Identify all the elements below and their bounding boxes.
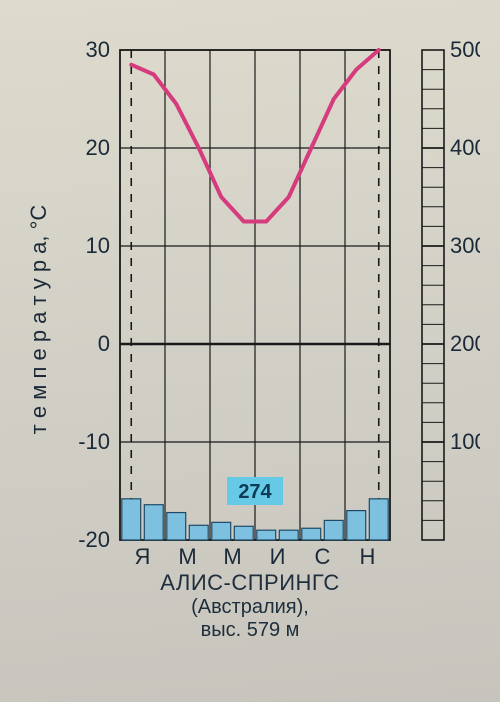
total-precip-label: 274 [238,481,272,503]
chart-caption: АЛИС-СПРИНГС (Австралия), выс. 579 м [0,570,500,642]
svg-text:300: 300 [450,233,480,258]
svg-text:100: 100 [450,429,480,454]
svg-text:200: 200 [450,331,480,356]
caption-elevation: выс. 579 м [0,619,500,642]
svg-text:500: 500 [450,37,480,62]
svg-text:Я: Я [135,544,151,569]
climograph: -20 -10 0 10 20 30 274 Я М М И С Н 100 200 300 400 500 т е… [20,20,480,570]
svg-text:-10: -10 [78,429,110,454]
svg-text:-20: -20 [78,527,110,552]
svg-text:0: 0 [98,331,110,356]
svg-text:И: И [270,544,286,569]
svg-text:М: М [178,544,196,569]
y-axis-left-label: т е м п е р а т у р а, °С [26,205,51,435]
svg-text:10: 10 [86,233,110,258]
svg-text:30: 30 [86,37,110,62]
svg-text:Н: Н [360,544,376,569]
svg-text:400: 400 [450,135,480,160]
svg-text:С: С [315,544,331,569]
svg-text:М: М [223,544,241,569]
svg-text:20: 20 [86,135,110,160]
caption-country: (Австралия), [0,596,500,619]
caption-title: АЛИС-СПРИНГС [0,570,500,596]
